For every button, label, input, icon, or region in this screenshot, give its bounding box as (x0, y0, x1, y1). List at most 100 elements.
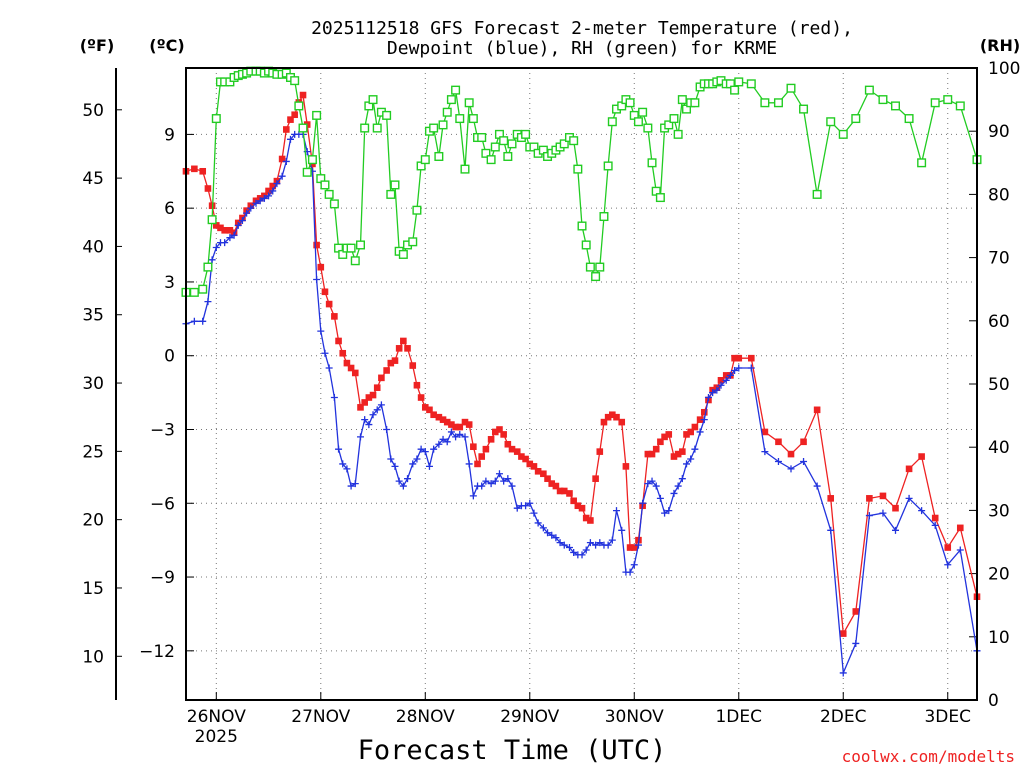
rh-point (643, 123, 653, 133)
temperature-point (722, 372, 730, 379)
temperature-point (199, 167, 207, 175)
rh-point (569, 136, 579, 146)
temperature-point (461, 418, 469, 426)
temperature-point (775, 438, 782, 446)
rh-point (799, 104, 809, 114)
temperature-point (313, 241, 320, 249)
dewpoint-point (761, 448, 769, 456)
temperature-point (443, 418, 451, 426)
dewpoint-point (586, 539, 594, 547)
dewpoint-point (530, 509, 538, 517)
celsius-tick-label: 9 (164, 125, 175, 145)
dewpoint-point (330, 394, 338, 402)
temperature-point (661, 433, 668, 441)
dewpoint-point (282, 157, 290, 165)
temperature-point (813, 406, 821, 414)
rh-point (838, 129, 848, 139)
rh-point (573, 164, 583, 174)
rh-point (930, 98, 940, 108)
temperature-point (387, 359, 395, 367)
temperature-point (679, 448, 686, 455)
temperature-point (357, 404, 364, 411)
temperature-point (731, 354, 738, 362)
temperature-point (787, 450, 795, 458)
dewpoint-point (644, 480, 652, 488)
temperature-point (670, 453, 678, 460)
rh-point (690, 98, 700, 108)
dewpoint-point (226, 234, 234, 242)
dewpoint-point (482, 477, 490, 485)
dewpoint-point (425, 462, 433, 470)
date-tick-label: 29NOV (500, 707, 559, 727)
dewpoint-point (544, 529, 552, 537)
temperature-point (269, 182, 277, 190)
dewpoint-point (465, 460, 473, 468)
rh-point (346, 243, 356, 253)
dewpoint-point (813, 482, 821, 490)
rh-point (851, 114, 861, 124)
temperature-point (474, 460, 481, 468)
dewpoint-point (639, 499, 647, 507)
dewpoint-point (747, 364, 755, 372)
rh-point (655, 193, 665, 203)
celsius-tick-label: 6 (164, 199, 175, 219)
rh-point (434, 151, 444, 161)
dewpoint-point (443, 438, 451, 446)
fahrenheit-tick-label: 15 (82, 579, 104, 599)
rh-point (503, 151, 513, 161)
rh-point (633, 117, 643, 127)
dewpoint-point (317, 327, 325, 335)
dewpoint-point (321, 349, 329, 357)
dewpoint-point (827, 526, 835, 534)
dewpoint-point (634, 541, 642, 549)
dewpoint-point (278, 172, 286, 180)
gridlines (186, 68, 977, 700)
temperature-point (652, 445, 660, 453)
dewpoint-point (539, 524, 547, 532)
dewpoint-point (905, 494, 913, 502)
rh-point (438, 120, 448, 130)
temperature-point (648, 450, 656, 458)
temperature-point (321, 288, 329, 296)
fahrenheit-tick-label: 20 (82, 511, 104, 531)
dewpoint-point (190, 317, 198, 325)
dewpoint-point (421, 448, 429, 456)
celsius-unit-label: (ºC) (149, 36, 184, 55)
dewpoint-point (560, 541, 568, 549)
rh-point (812, 189, 822, 199)
temperature-point (613, 413, 620, 421)
dewpoint-point (556, 539, 564, 547)
dewpoint-point (683, 460, 691, 468)
dewpoint-point (656, 494, 664, 502)
temperature-point (956, 524, 964, 532)
dewpoint-point (399, 482, 407, 490)
rh-point (677, 95, 687, 105)
rh-tick-label: 100 (988, 59, 1020, 79)
temperature-point (465, 421, 473, 428)
date-tick-label: 30NOV (605, 707, 664, 727)
temperature-point (931, 514, 939, 522)
temperature-point (544, 475, 551, 482)
rh-point (603, 161, 613, 171)
rh-tick-label: 0 (988, 691, 999, 711)
dewpoint-point (582, 546, 590, 554)
dewpoint-point (608, 536, 616, 544)
rh-point (786, 83, 796, 93)
rh-point (664, 120, 674, 130)
rh-point (294, 101, 304, 111)
temperature-point (325, 300, 333, 308)
rh-point (499, 136, 509, 146)
rh-tick-label: 50 (988, 375, 1010, 395)
temperature-point (369, 391, 377, 399)
dewpoint-point (351, 480, 359, 488)
temperature-point (566, 490, 573, 497)
temperature-point (534, 467, 542, 475)
rh-point (350, 256, 360, 266)
rh-point (464, 98, 474, 108)
temperature-point (522, 455, 529, 463)
temperature-point (582, 514, 590, 522)
temperature-point (552, 482, 560, 490)
dewpoint-point (212, 244, 220, 252)
date-tick-label: 2DEC (820, 707, 867, 727)
rh-point (298, 123, 308, 133)
